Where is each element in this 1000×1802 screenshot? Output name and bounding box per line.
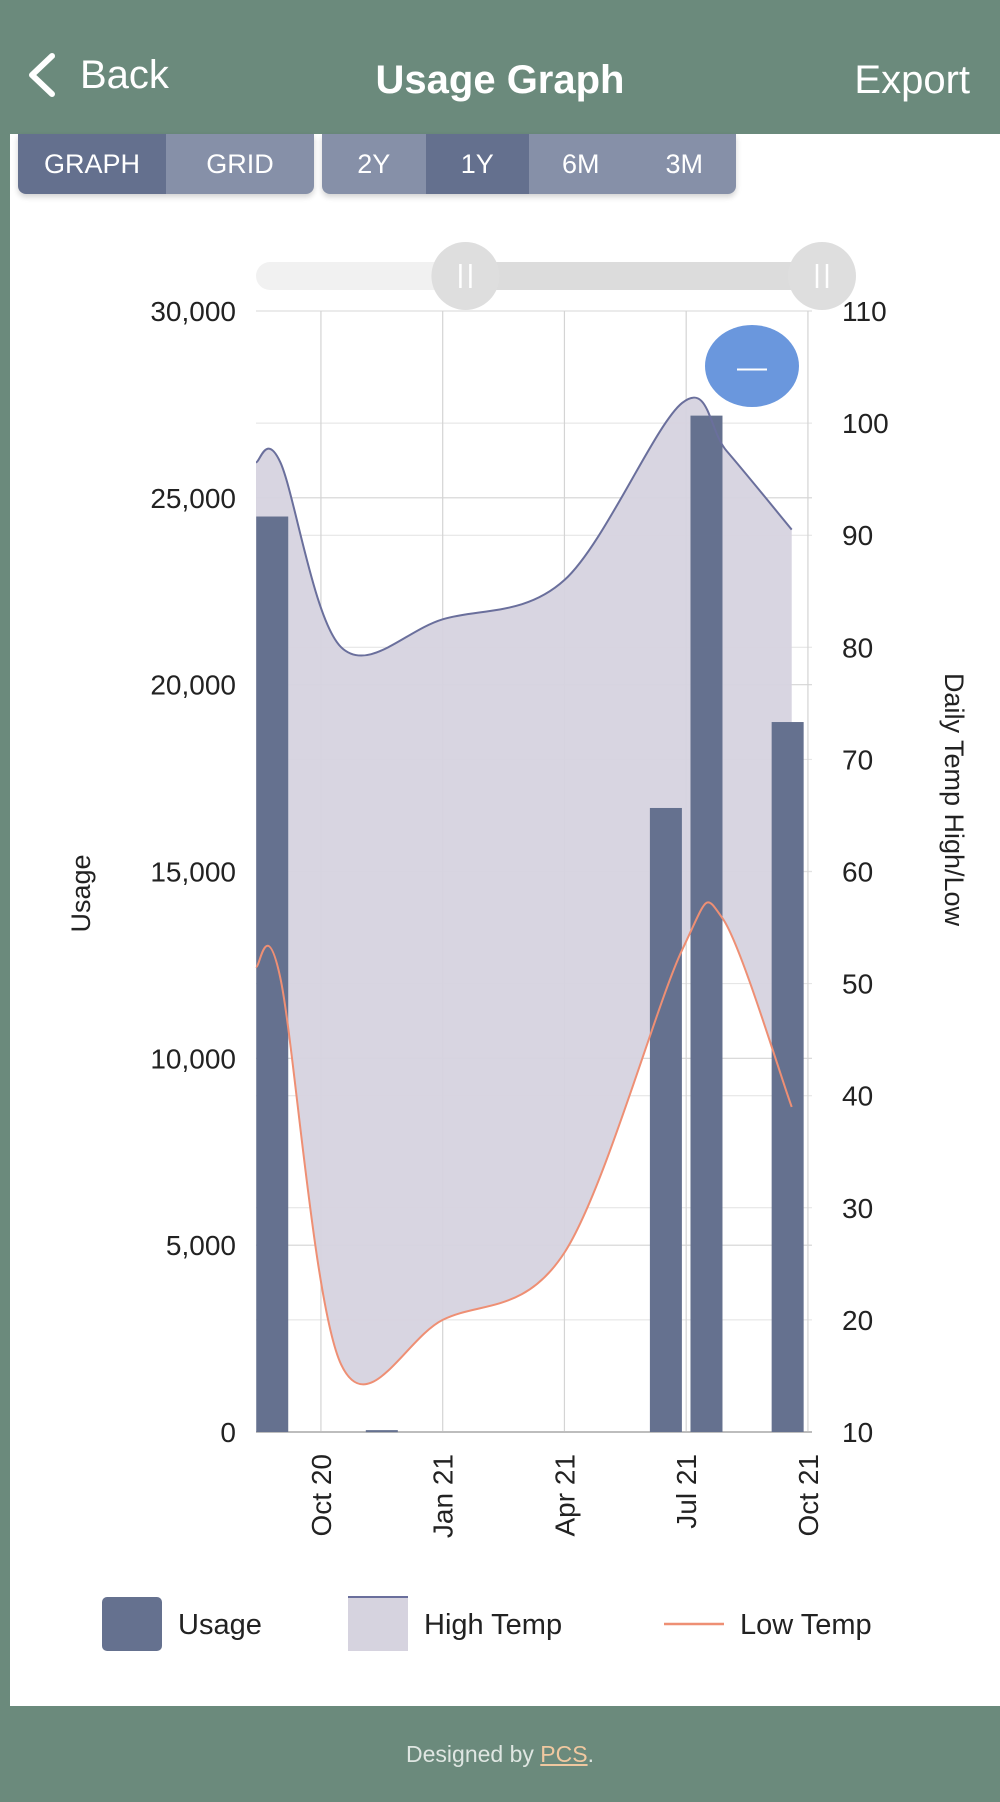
y-tick-label: 5,000 — [166, 1230, 236, 1261]
legend-item-usage[interactable]: Usage — [102, 1597, 262, 1651]
view-toggle: GRAPH GRID — [18, 134, 314, 194]
range-6m-button[interactable]: 6M — [529, 134, 633, 194]
x-tick-label: Apr 21 — [549, 1454, 580, 1537]
range-slider-start-handle[interactable] — [431, 242, 500, 310]
x-tick-label: Jan 21 — [428, 1454, 459, 1538]
y-tick-label: 20,000 — [150, 670, 236, 701]
y2-tick-label: 50 — [842, 969, 873, 1000]
y2-axis-title: Daily Temp High/Low — [939, 673, 969, 927]
y-tick-label: 10,000 — [150, 1043, 236, 1074]
y-tick-label: 0 — [220, 1417, 236, 1448]
y2-tick-label: 10 — [842, 1417, 873, 1448]
y2-tick-label: 30 — [842, 1193, 873, 1224]
usage-bar — [256, 516, 289, 1432]
footer: Designed by PCS. — [0, 1706, 1000, 1778]
zoom-out-button[interactable] — [705, 325, 799, 407]
range-slider-end-handle[interactable] — [788, 242, 856, 310]
page-title: Usage Graph — [375, 58, 625, 102]
usage-bar — [690, 415, 723, 1432]
back-button[interactable]: Back — [24, 52, 169, 98]
footer-prefix: Designed by — [406, 1741, 541, 1767]
y2-tick-label: 110 — [842, 296, 887, 327]
legend-swatch — [102, 1597, 162, 1651]
legend-swatch — [348, 1597, 408, 1651]
legend-label: Low Temp — [740, 1609, 872, 1641]
y2-tick-label: 70 — [842, 744, 873, 775]
high-temp-area — [256, 397, 792, 1385]
y-tick-label: 15,000 — [150, 857, 236, 888]
legend-label: Usage — [178, 1609, 262, 1641]
usage-bar — [771, 722, 804, 1432]
range-2y-button[interactable]: 2Y — [322, 134, 426, 194]
y2-tick-label: 20 — [842, 1305, 873, 1336]
y-tick-label: 30,000 — [150, 296, 236, 327]
high-temp-line — [255, 396, 793, 657]
legend-label: High Temp — [424, 1609, 562, 1641]
chevron-left-icon — [29, 53, 55, 97]
back-label: Back — [80, 52, 169, 97]
y-tick-label: 25,000 — [150, 483, 236, 514]
low-temp-line — [255, 901, 793, 1386]
export-button[interactable]: Export — [854, 58, 970, 102]
grid-view-button[interactable]: GRID — [166, 134, 314, 194]
graph-view-button[interactable]: GRAPH — [18, 134, 166, 194]
legend-item-low-temp[interactable]: Low Temp — [664, 1609, 872, 1641]
range-1y-button[interactable]: 1Y — [425, 134, 529, 194]
range-slider-selection[interactable] — [465, 262, 822, 290]
y2-tick-label: 90 — [842, 520, 873, 551]
y2-tick-label: 80 — [842, 632, 873, 663]
minus-icon: — — [737, 351, 767, 384]
footer-suffix: . — [587, 1741, 594, 1767]
range-3m-button[interactable]: 3M — [632, 134, 736, 194]
range-toggle: 2Y 1Y 6M 3M — [322, 134, 736, 194]
y2-tick-label: 40 — [842, 1081, 873, 1112]
usage-bar — [649, 807, 682, 1432]
usage-bar — [365, 1430, 398, 1433]
x-tick-label: Oct 20 — [306, 1454, 337, 1536]
legend-item-high-temp[interactable]: High Temp — [348, 1596, 562, 1651]
x-tick-label: Jul 21 — [671, 1454, 702, 1529]
header: Back Usage Graph Export — [0, 0, 1000, 134]
x-tick-label: Oct 21 — [793, 1454, 824, 1536]
y2-tick-label: 60 — [842, 857, 873, 888]
usage-chart: 30,000 25,000 20,000 15,000 10,000 5,000 0 110 1… — [66, 242, 969, 1651]
content-panel: GRAPH GRID 2Y 1Y 6M 3M 30,000 25,000 20,00… — [10, 134, 1000, 1706]
pcs-link[interactable]: PCS — [540, 1741, 588, 1767]
y-axis-title: Usage — [66, 854, 96, 932]
y2-tick-label: 100 — [842, 408, 889, 439]
